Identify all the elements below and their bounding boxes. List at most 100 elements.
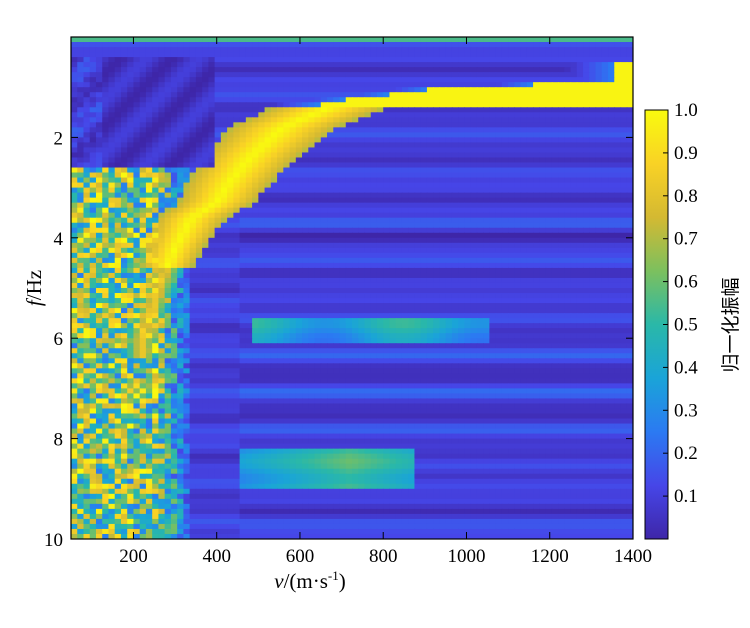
- heatmap-cell: [83, 102, 91, 108]
- heatmap-cell: [152, 102, 160, 108]
- heatmap-cell: [233, 102, 241, 108]
- heatmap-cell: [71, 207, 78, 214]
- heatmap-cell: [551, 97, 559, 103]
- heatmap-cell: [170, 272, 178, 279]
- heatmap-cell: [414, 62, 422, 68]
- heatmap-cell: [308, 87, 316, 93]
- heatmap-cell: [202, 227, 209, 234]
- heatmap-cell: [445, 37, 453, 43]
- heatmap-cell: [551, 242, 559, 249]
- heatmap-cell: [470, 72, 478, 78]
- heatmap-cell: [108, 57, 116, 63]
- heatmap-cell: [464, 227, 472, 234]
- heatmap-cell: [214, 182, 222, 189]
- heatmap-cell: [433, 142, 441, 149]
- heatmap-cell: [595, 303, 603, 309]
- heatmap-cell: [102, 132, 110, 138]
- heatmap-cell: [514, 262, 522, 269]
- heatmap-cell: [433, 308, 441, 314]
- heatmap-cell: [620, 107, 628, 113]
- heatmap-cell: [145, 132, 153, 138]
- heatmap-cell: [408, 147, 416, 154]
- heatmap-cell: [152, 117, 160, 123]
- heatmap-cell: [352, 87, 359, 93]
- heatmap-cell: [433, 112, 441, 118]
- heatmap-cell: [495, 42, 503, 48]
- heatmap-cell: [245, 202, 253, 209]
- heatmap-cell: [302, 87, 309, 93]
- heatmap-cell: [576, 167, 584, 174]
- heatmap-cell: [114, 92, 122, 98]
- heatmap-cell: [302, 122, 309, 128]
- heatmap-cell: [270, 122, 278, 128]
- heatmap-cell: [195, 82, 203, 88]
- heatmap-cell: [302, 197, 309, 204]
- heatmap-cell: [108, 137, 116, 144]
- heatmap-cell: [220, 293, 228, 299]
- heatmap-cell: [589, 217, 597, 224]
- heatmap-cell: [464, 217, 472, 224]
- heatmap-cell: [445, 257, 453, 264]
- heatmap-cell: [89, 288, 97, 294]
- heatmap-cell: [283, 92, 291, 98]
- heatmap-cell: [270, 87, 278, 93]
- heatmap-cell: [495, 288, 503, 294]
- heatmap-cell: [520, 152, 528, 159]
- heatmap-cell: [558, 37, 565, 43]
- heatmap-cell: [433, 277, 441, 284]
- heatmap-cell: [533, 52, 540, 58]
- heatmap-cell: [601, 288, 609, 294]
- heatmap-cell: [352, 122, 359, 128]
- heatmap-cell: [127, 282, 135, 289]
- heatmap-cell: [526, 197, 534, 204]
- heatmap-cell: [195, 122, 203, 128]
- heatmap-cell: [483, 37, 490, 43]
- heatmap-cell: [195, 192, 203, 199]
- heatmap-cell: [495, 242, 503, 249]
- heatmap-cell: [339, 52, 347, 58]
- heatmap-cell: [426, 207, 434, 214]
- heatmap-cell: [320, 67, 328, 73]
- heatmap-cell: [308, 207, 316, 214]
- heatmap-cell: [239, 298, 247, 304]
- heatmap-cell: [314, 167, 322, 174]
- heatmap-cell: [483, 232, 490, 239]
- heatmap-cell: [283, 142, 291, 149]
- heatmap-cell: [289, 52, 297, 58]
- heatmap-cell: [270, 303, 278, 309]
- heatmap-cell: [352, 257, 359, 264]
- heatmap-cell: [576, 47, 584, 53]
- heatmap-cell: [83, 257, 91, 264]
- heatmap-cell: [576, 157, 584, 164]
- heatmap-cell: [489, 177, 497, 184]
- heatmap-cell: [364, 92, 372, 98]
- heatmap-cell: [439, 192, 447, 199]
- heatmap-cell: [133, 72, 141, 78]
- heatmap-cell: [383, 232, 391, 239]
- heatmap-cell: [408, 277, 416, 284]
- heatmap-cell: [583, 232, 590, 239]
- heatmap-cell: [152, 192, 160, 199]
- heatmap-cell: [220, 182, 228, 189]
- heatmap-cell: [458, 252, 465, 259]
- heatmap-cell: [170, 57, 178, 63]
- heatmap-cell: [620, 112, 628, 118]
- heatmap-cell: [245, 177, 253, 184]
- heatmap-cell: [345, 107, 353, 113]
- heatmap-cell: [252, 147, 259, 154]
- heatmap-cell: [352, 202, 359, 209]
- heatmap-cell: [426, 237, 434, 244]
- heatmap-cell: [164, 147, 172, 154]
- heatmap-cell: [258, 202, 266, 209]
- heatmap-cell: [539, 102, 547, 108]
- heatmap-cell: [395, 132, 403, 138]
- heatmap-cell: [327, 187, 334, 194]
- heatmap-cell: [71, 313, 78, 319]
- heatmap-cell: [308, 142, 316, 149]
- heatmap-cell: [464, 57, 472, 63]
- heatmap-cell: [133, 267, 141, 274]
- heatmap-cell: [433, 272, 441, 279]
- heatmap-cell: [464, 162, 472, 169]
- heatmap-cell: [239, 117, 247, 123]
- heatmap-cell: [283, 197, 291, 204]
